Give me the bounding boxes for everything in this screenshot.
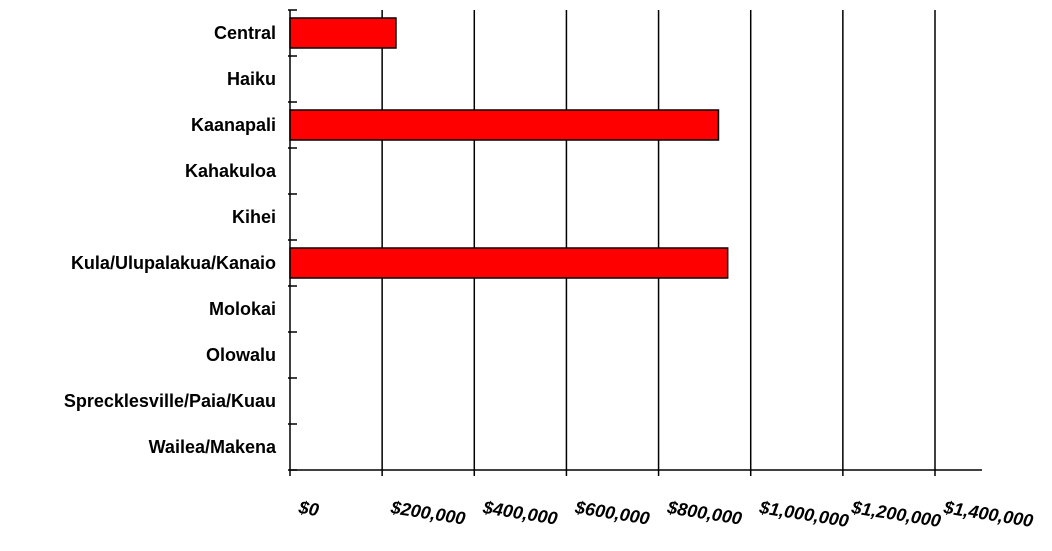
category-label: Wailea/Makena: [149, 437, 277, 457]
x-tick-labels: $0 $200,000 $400,000 $600,000 $800,000 $1,000…: [296, 497, 1034, 531]
bar-kula-ulupalakua-kanaio: [289, 247, 729, 279]
x-tick-label: $600,000: [573, 497, 651, 529]
category-label: Molokai: [209, 299, 276, 319]
bars: [289, 17, 729, 279]
x-tick-label: $1,400,000: [941, 497, 1034, 531]
x-tick-label: $800,000: [665, 497, 743, 529]
bar-kaanapali: [289, 109, 720, 141]
axes: [288, 9, 982, 476]
category-label: Central: [214, 23, 276, 43]
category-label: Kihei: [232, 207, 276, 227]
category-label: Haiku: [227, 69, 276, 89]
x-tick-label: $200,000: [389, 497, 467, 529]
x-tick-label: $400,000: [481, 497, 559, 529]
category-label: Sprecklesville/Paia/Kuau: [64, 391, 276, 411]
gridlines: [381, 10, 936, 470]
category-label: Olowalu: [206, 345, 276, 365]
x-tick-label: $1,000,000: [757, 497, 850, 531]
category-label: Kaanapali: [191, 115, 276, 135]
category-label: Kula/Ulupalakua/Kanaio: [71, 253, 276, 273]
category-labels: Central Haiku Kaanapali Kahakuloa Kihei Kula/…: [64, 23, 277, 457]
category-label: Kahakuloa: [185, 161, 277, 181]
bar-central: [289, 17, 397, 49]
x-tick-label: $1,200,000: [849, 497, 942, 531]
x-tick-label: $0: [296, 497, 320, 520]
